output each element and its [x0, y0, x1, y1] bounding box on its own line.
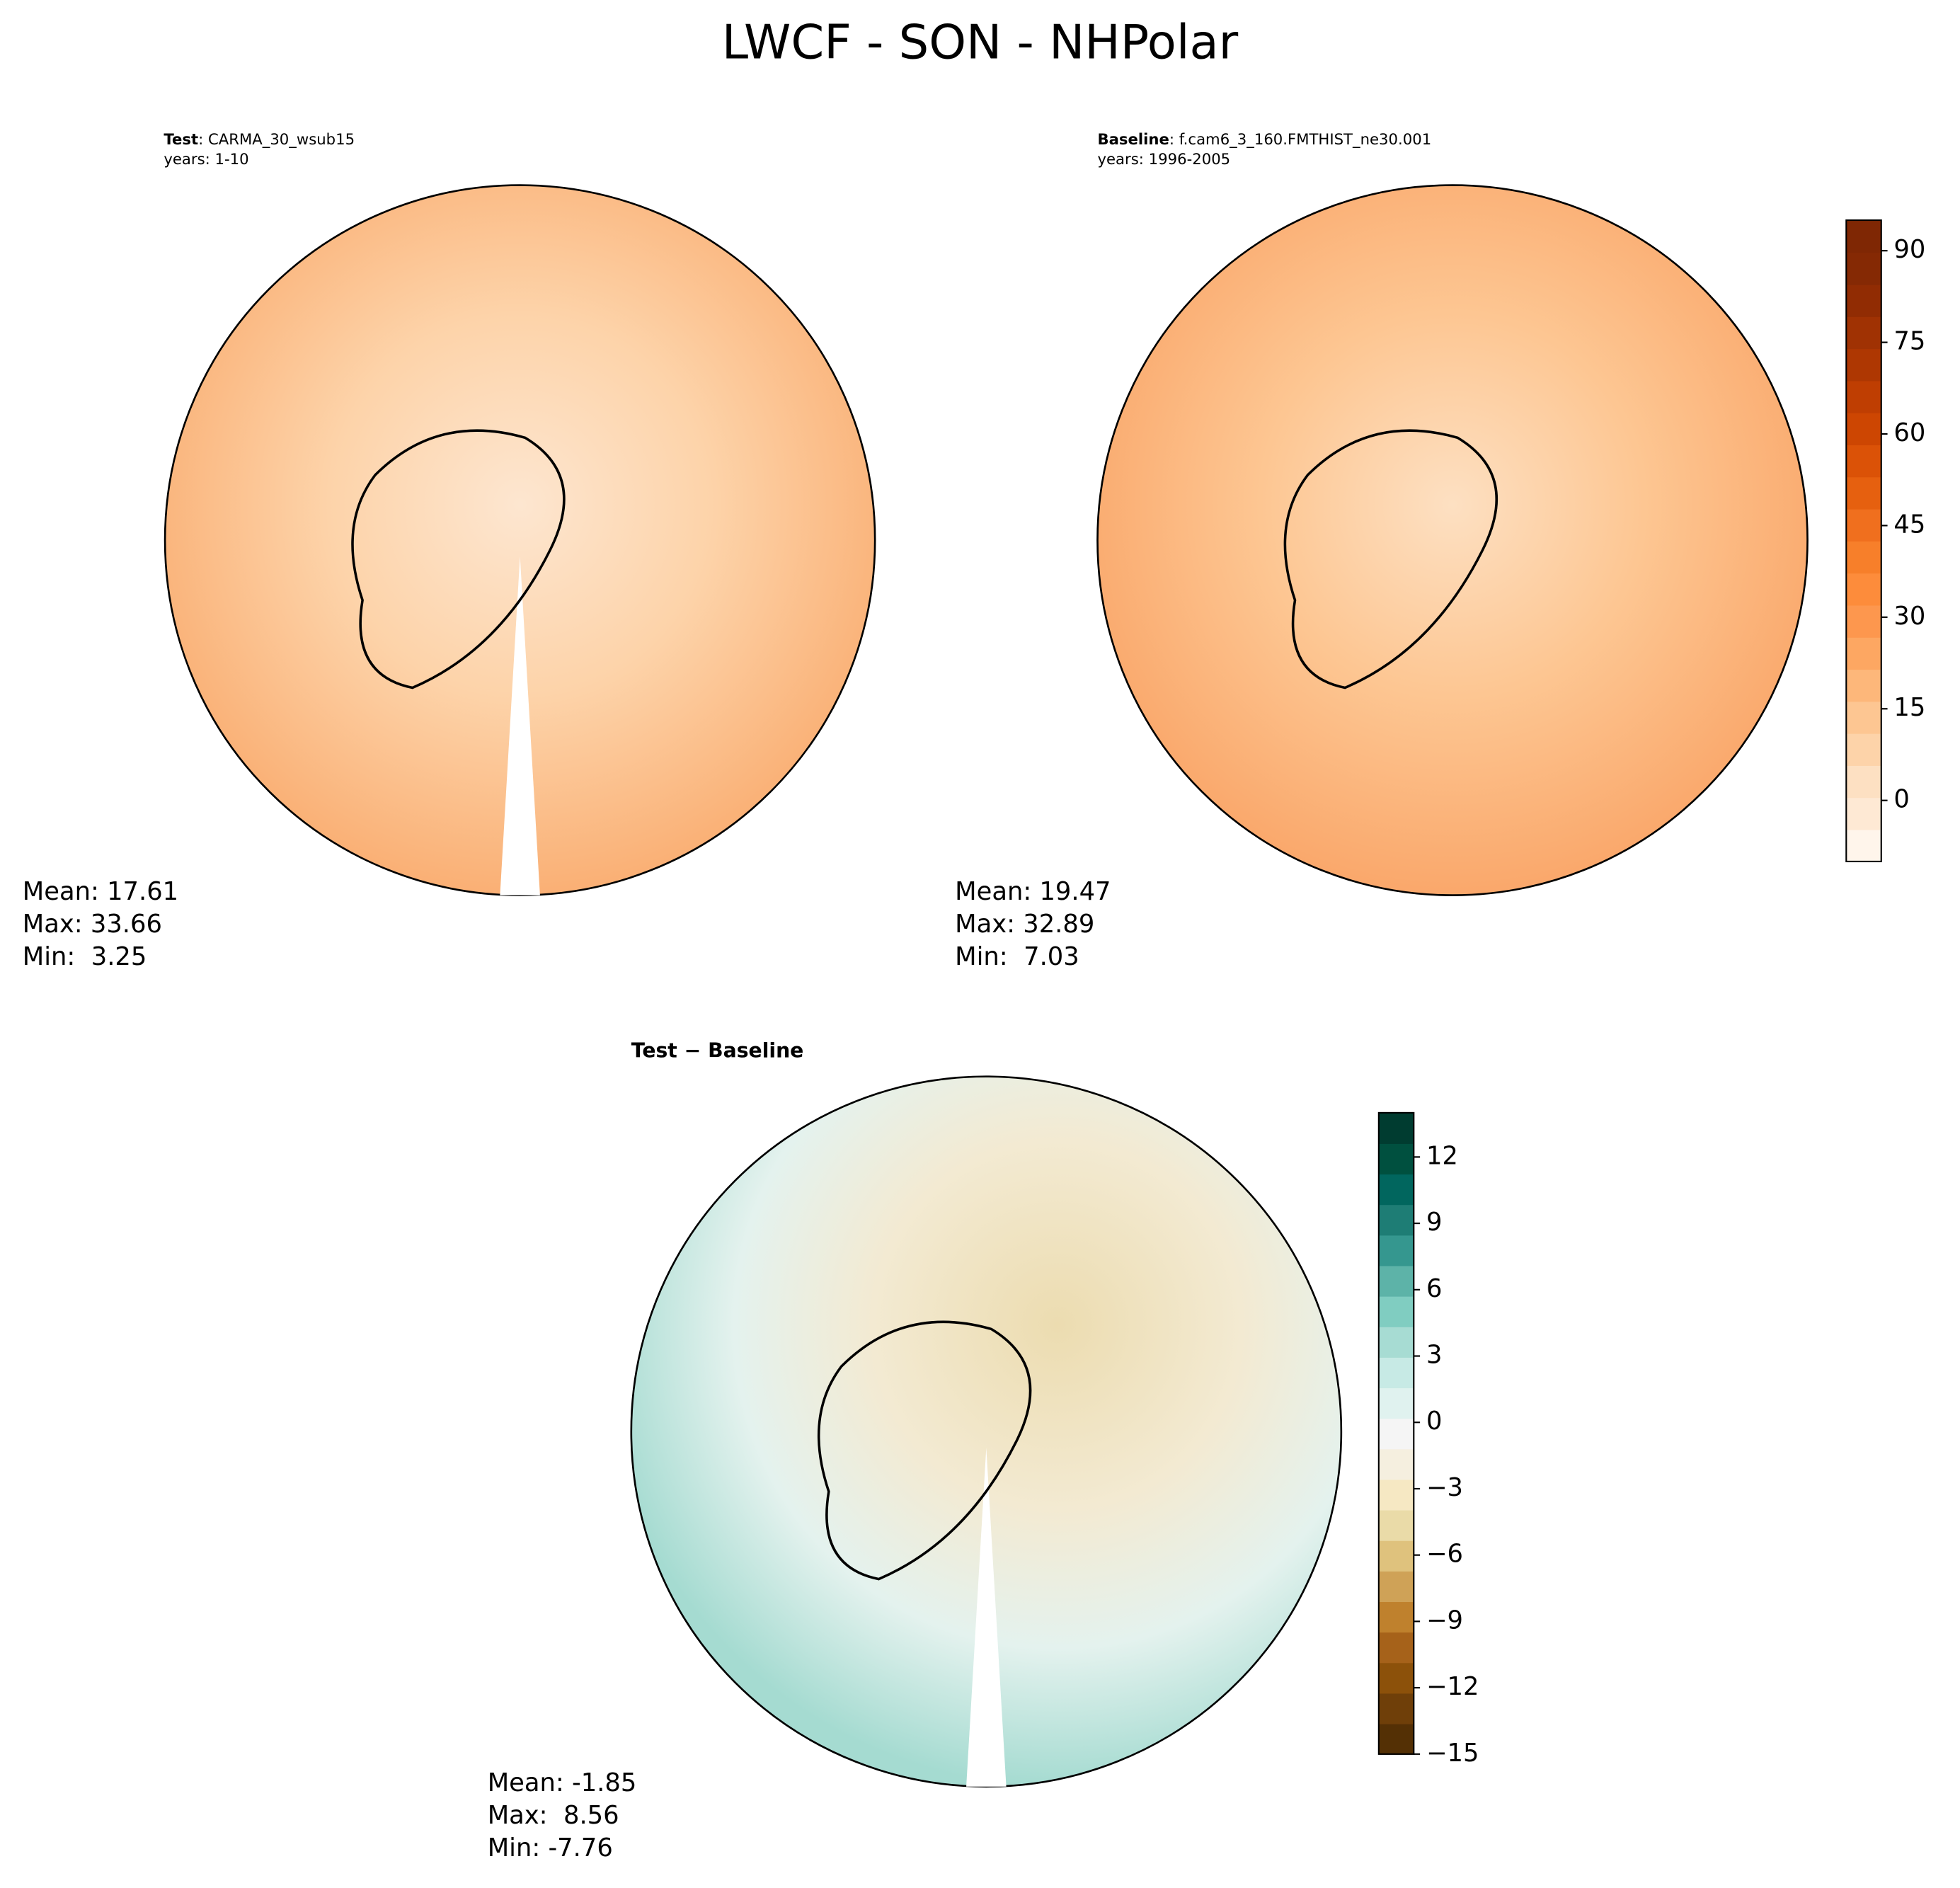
colorbar-segment: [1378, 1265, 1414, 1297]
colorbar-tick-label: 60: [1893, 418, 1925, 447]
colorbar-segment: [1846, 220, 1881, 253]
coastline: [1283, 429, 1498, 690]
colorbar-segment: [1846, 252, 1881, 285]
colorbar-tick-label: −3: [1426, 1473, 1463, 1502]
colorbar-tick-label: 12: [1426, 1141, 1458, 1170]
colorbar-segment: [1846, 412, 1881, 445]
colorbar-segment: [1378, 1174, 1414, 1206]
map-panel: [164, 184, 876, 896]
panel-years: years: 1996-2005: [1097, 150, 1230, 168]
stat-line: Mean: -1.85: [488, 1768, 637, 1797]
stat-line: Mean: 19.47: [955, 877, 1111, 906]
map-gap: [966, 1448, 1007, 1787]
colorbar-segment: [1846, 348, 1881, 382]
stat-line: Min: -7.76: [488, 1833, 613, 1863]
colorbar-segment: [1378, 1418, 1414, 1450]
coastline: [817, 1320, 1032, 1581]
colorbar-segment: [1846, 701, 1881, 734]
stat-line: Max: 8.56: [488, 1801, 619, 1830]
colorbar-segment: [1378, 1479, 1414, 1511]
colorbar-segment: [1378, 1509, 1414, 1541]
colorbar-segment: [1846, 445, 1881, 478]
panel-label: Test: CARMA_30_wsub15: [164, 130, 355, 148]
colorbar-tick-label: 0: [1893, 785, 1909, 814]
colorbar-segment: [1378, 1112, 1414, 1144]
colorbar-segment: [1378, 1204, 1414, 1236]
colorbar-tick-label: 3: [1426, 1341, 1442, 1370]
panel-label-text: : CARMA_30_wsub15: [198, 130, 355, 148]
panel-label: Test − Baseline: [631, 1039, 804, 1062]
panel-label: Baseline: f.cam6_3_160.FMTHIST_ne30.001: [1097, 130, 1431, 148]
colorbar-segment: [1378, 1143, 1414, 1175]
colorbar-segment: [1378, 1295, 1414, 1327]
colorbar-segment: [1846, 669, 1881, 702]
stat-line: Max: 33.66: [23, 910, 162, 939]
colorbar-tick-label: 45: [1893, 510, 1925, 539]
colorbar-tick-label: 90: [1893, 235, 1925, 264]
colorbar-segment: [1846, 636, 1881, 670]
colorbar-segment: [1378, 1723, 1414, 1755]
colorbar-tick-label: −9: [1426, 1606, 1463, 1635]
colorbar-segment: [1846, 797, 1881, 830]
map-panel: [630, 1075, 1343, 1788]
colorbar-tick-label: −12: [1426, 1672, 1479, 1701]
panel-label-bold: Test: [631, 1039, 677, 1062]
colorbar-segment: [1378, 1570, 1414, 1603]
stat-line: Max: 32.89: [955, 910, 1094, 939]
colorbar-frame: [1377, 1111, 1415, 1755]
colorbar-segment: [1378, 1601, 1414, 1633]
map-panel: [1096, 184, 1809, 896]
figure-title: LWCF - SON - NHPolar: [722, 14, 1239, 69]
map-disc: [1096, 184, 1809, 896]
panel-years: years: 1-10: [164, 150, 248, 168]
colorbar-segment: [1846, 829, 1881, 862]
colorbar-segment: [1378, 1448, 1414, 1480]
colorbar-segment: [1846, 605, 1881, 638]
colorbar-tick-label: 6: [1426, 1274, 1442, 1303]
colorbar-segment: [1378, 1326, 1414, 1358]
colorbar-segment: [1378, 1540, 1414, 1572]
stat-line: Min: 7.03: [955, 942, 1079, 971]
colorbar-segment: [1378, 1632, 1414, 1664]
panel-label-bold: Baseline: [1097, 130, 1169, 148]
panel-label-text: : f.cam6_3_160.FMTHIST_ne30.001: [1169, 130, 1431, 148]
colorbar-segment: [1846, 316, 1881, 350]
colorbar-segment: [1846, 508, 1881, 542]
colorbar-tick-label: −15: [1426, 1739, 1479, 1768]
colorbar-segment: [1378, 1357, 1414, 1389]
colorbar-frame: [1845, 219, 1882, 863]
panel-label-bold: Test: [164, 130, 198, 148]
colorbar-segment: [1846, 476, 1881, 510]
colorbar-tick-label: 15: [1893, 693, 1925, 722]
colorbar-tick-label: 75: [1893, 327, 1925, 356]
stat-line: Mean: 17.61: [23, 877, 178, 906]
colorbar-tick-label: −6: [1426, 1540, 1463, 1569]
colorbar-segment: [1846, 540, 1881, 574]
colorbar-segment: [1846, 573, 1881, 606]
stat-line: Min: 3.25: [23, 942, 147, 971]
colorbar-segment: [1378, 1235, 1414, 1266]
colorbar-segment: [1846, 284, 1881, 317]
colorbar-tick-label: 30: [1893, 602, 1925, 631]
panel-label-text: − Baseline: [677, 1039, 804, 1062]
colorbar-segment: [1846, 765, 1881, 799]
colorbar-segment: [1378, 1388, 1414, 1419]
colorbar-segment: [1378, 1693, 1414, 1724]
colorbar-segment: [1846, 733, 1881, 766]
colorbar-tick-label: 9: [1426, 1208, 1442, 1237]
colorbar-segment: [1378, 1662, 1414, 1694]
colorbar-segment: [1846, 380, 1881, 413]
colorbar-tick-label: 0: [1426, 1407, 1442, 1436]
coastline: [351, 429, 566, 690]
map-gap: [500, 556, 540, 896]
